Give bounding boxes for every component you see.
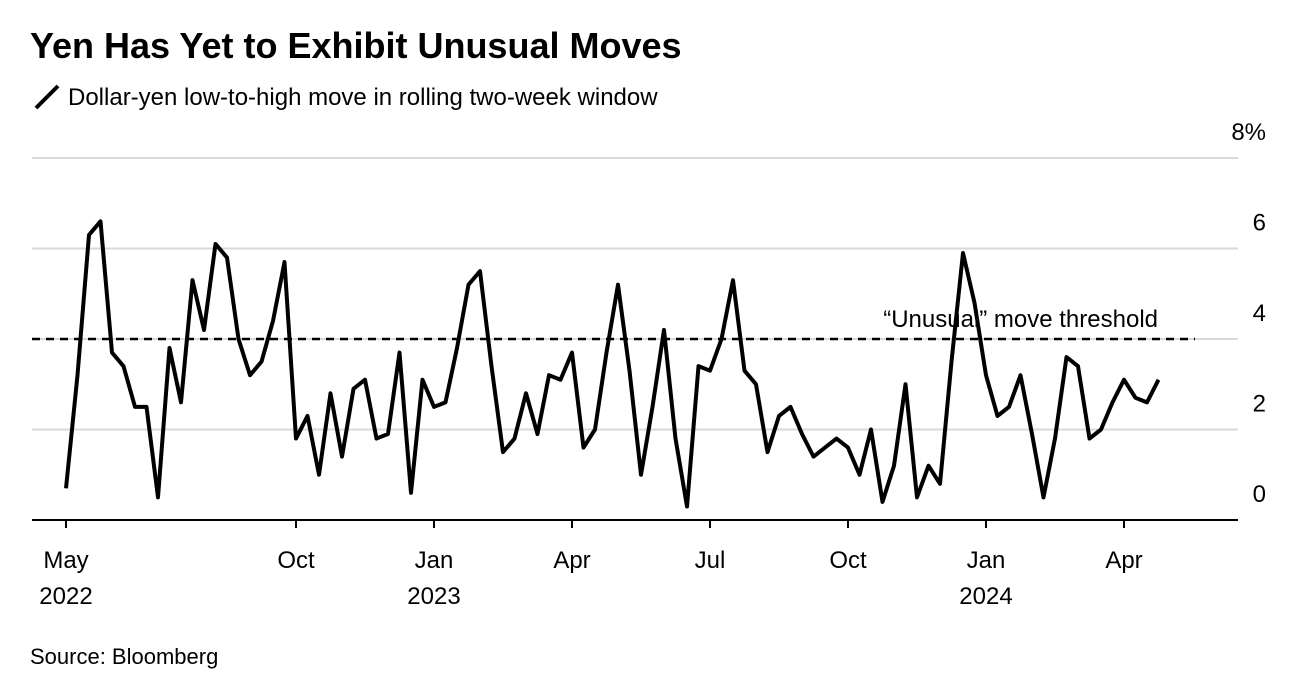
y-tick-label: 0	[1253, 481, 1266, 508]
x-tick-label: Jan 2024	[959, 547, 1012, 610]
threshold-label: “Unusual” move threshold	[883, 306, 1158, 333]
x-tick-label: Apr	[553, 547, 590, 574]
x-tick-label: Jan 2023	[407, 547, 460, 610]
legend-label: Dollar-yen low-to-high move in rolling t…	[68, 84, 658, 111]
chart-title: Yen Has Yet to Exhibit Unusual Moves	[30, 25, 682, 66]
x-tick-label: Apr	[1105, 547, 1142, 574]
source-note: Source: Bloomberg	[30, 644, 218, 669]
x-tick-label: May 2022	[39, 547, 92, 610]
data-line	[64, 219, 1161, 509]
legend-swatch	[34, 84, 60, 110]
x-tick-label: Jul	[695, 547, 726, 574]
x-tick-label: Oct	[277, 547, 315, 574]
y-tick-label: 8%	[1231, 119, 1266, 146]
y-tick-label: 4	[1253, 300, 1266, 327]
y-tick-label: 6	[1253, 210, 1266, 237]
x-tick-label: Oct	[829, 547, 867, 574]
y-tick-label: 2	[1253, 391, 1266, 418]
